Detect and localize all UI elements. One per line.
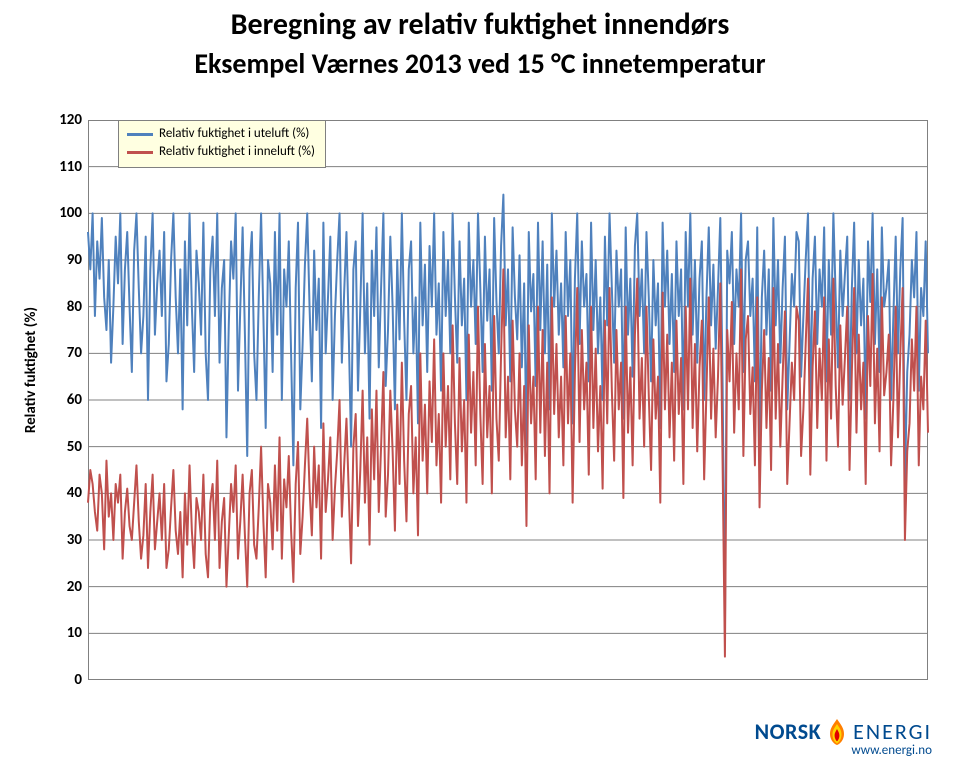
slide: Beregning av relativ fuktighet innendørs… [0, 0, 960, 764]
y-tick-label: 110 [42, 158, 82, 176]
chart-legend: Relativ fuktighet i uteluft (%)Relativ f… [118, 120, 326, 168]
chart: Relativ fuktighet (%) Relativ fuktighet … [24, 110, 936, 700]
flame-icon [827, 719, 847, 745]
y-axis-title: Relativ fuktighet (%) [22, 307, 40, 433]
y-tick-label: 70 [42, 344, 82, 362]
footer-url: www.energi.no [755, 743, 932, 758]
y-tick-label: 90 [42, 251, 82, 269]
y-tick-label: 30 [42, 531, 82, 549]
logo-word-2: ENERGI [853, 718, 932, 745]
logo-text: NORSK ENERGI [755, 718, 932, 745]
y-tick-label: 60 [42, 391, 82, 409]
page-title: Beregning av relativ fuktighet innendørs [0, 8, 960, 43]
legend-swatch [127, 151, 153, 154]
y-tick-label: 0 [42, 671, 82, 689]
legend-swatch [127, 133, 153, 136]
y-tick-label: 100 [42, 204, 82, 222]
chart-plot-area: Relativ fuktighet i uteluft (%)Relativ f… [88, 120, 928, 680]
y-tick-label: 10 [42, 624, 82, 642]
y-tick-label: 50 [42, 438, 82, 456]
legend-label: Relativ fuktighet i uteluft (%) [159, 125, 309, 143]
page-subtitle: Eksempel Værnes 2013 ved 15 °C innetempe… [0, 46, 960, 81]
legend-label: Relativ fuktighet i inneluft (%) [159, 143, 315, 161]
logo: NORSK ENERGI [755, 718, 932, 745]
footer: NORSK ENERGI www.energi.no [755, 718, 932, 758]
y-tick-label: 40 [42, 484, 82, 502]
y-tick-label: 20 [42, 578, 82, 596]
chart-svg [88, 120, 928, 680]
y-tick-label: 120 [42, 111, 82, 129]
legend-item: Relativ fuktighet i uteluft (%) [127, 125, 315, 143]
logo-word-1: NORSK [755, 718, 821, 745]
legend-item: Relativ fuktighet i inneluft (%) [127, 143, 315, 161]
y-tick-label: 80 [42, 298, 82, 316]
